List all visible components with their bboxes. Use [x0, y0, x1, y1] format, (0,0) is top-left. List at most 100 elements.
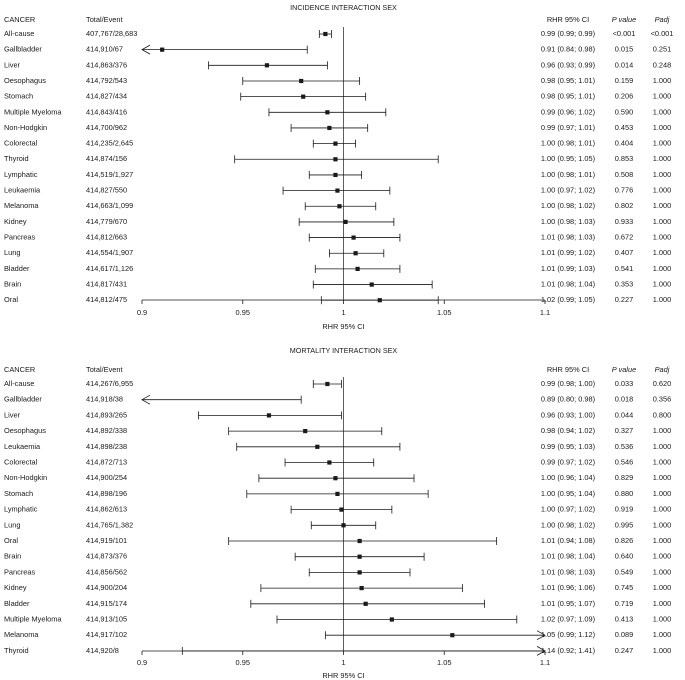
row-padj: 1.000 [653, 154, 672, 163]
row-total-event: 414,235/2,645 [86, 139, 133, 148]
row-p-value: 0.247 [615, 646, 634, 655]
row-padj: 1.000 [653, 248, 672, 257]
row-rhr-ci: 0.91 (0.84; 0.98) [541, 45, 595, 54]
forest-row-thyroid: Thyroid 414,874/156 1.00 (0.95; 1.05) 0.853… [4, 154, 672, 164]
row-p-value: 0.829 [615, 473, 634, 482]
forest-row-melanoma: Melanoma 414,663/1,099 1.00 (0.98; 1.02) 0.… [4, 201, 672, 211]
row-total-event: 414,872/713 [86, 457, 127, 466]
row-total-event: 414,900/254 [86, 473, 127, 482]
point-estimate [353, 251, 358, 256]
row-cancer-label: Gallbladder [4, 45, 42, 54]
row-padj: 1.000 [653, 201, 672, 210]
point-estimate [160, 47, 165, 52]
point-estimate [339, 507, 344, 512]
x-axis: 0.9 0.95 1 1.05 1.1 RHR 95% CI [137, 650, 550, 680]
x-tick-label: 0.95 [236, 308, 250, 317]
row-rhr-ci: 0.96 (0.93; 1.00) [541, 410, 595, 419]
row-total-event: 414,873/376 [86, 552, 127, 561]
point-estimate [363, 601, 368, 606]
row-cancer-label: Leukaemia [4, 186, 41, 195]
row-rhr-ci: 1.01 (0.95; 1.07) [541, 599, 595, 608]
row-padj: 1.000 [653, 552, 672, 561]
row-cancer-label: Kidney [4, 583, 27, 592]
forest-panel-mortality: MORTALITY INTERACTION SEX CANCER Total/Eve… [4, 346, 671, 680]
row-cancer-label: Lymphatic [4, 505, 38, 514]
row-total-event: 414,843/416 [86, 107, 127, 116]
row-total-event: 414,812/663 [86, 233, 127, 242]
row-rhr-ci: 1.00 (0.98; 1.02) [541, 201, 595, 210]
row-rhr-ci: 1.00 (0.98; 1.03) [541, 217, 595, 226]
forest-row-pancreas: Pancreas 414,812/663 1.01 (0.98; 1.03) 0.67… [4, 233, 671, 242]
row-cancer-label: Lung [4, 248, 20, 257]
column-header-total-event: Total/Event [86, 15, 123, 24]
row-rhr-ci: 1.00 (0.97; 1.02) [541, 505, 595, 514]
panel-title: MORTALITY INTERACTION SEX [290, 346, 398, 355]
row-padj: 1.000 [653, 457, 672, 466]
row-rhr-ci: 1.01 (0.98; 1.03) [541, 233, 595, 242]
forest-row-lung: Lung 414,554/1,907 1.01 (0.99; 1.02) 0.407 1… [4, 248, 672, 258]
row-total-event: 414,898/238 [86, 442, 127, 451]
row-p-value: 0.546 [615, 457, 634, 466]
ci-arrow-left [141, 394, 151, 405]
row-total-event: 414,267/6,955 [86, 379, 133, 388]
row-p-value: 0.776 [615, 186, 634, 195]
row-p-value: 0.719 [615, 599, 634, 608]
forest-row-gallbladder: Gallbladder 414,918/38 0.89 (0.80; 0.98) 0.… [4, 395, 671, 405]
row-padj: 1.000 [653, 280, 672, 289]
row-p-value: 0.590 [615, 107, 634, 116]
row-cancer-label: Bladder [4, 599, 30, 608]
forest-row-oesophagus: Oesophagus 414,792/543 0.98 (0.95; 1.01) 0.… [4, 76, 671, 85]
row-p-value: 0.880 [615, 489, 634, 498]
point-estimate [343, 219, 348, 225]
row-p-value: 0.933 [615, 217, 634, 226]
point-estimate [325, 110, 330, 115]
row-p-value: 0.413 [615, 614, 634, 623]
row-rhr-ci: 0.99 (0.96; 1.02) [541, 107, 595, 116]
point-estimate [369, 282, 374, 287]
row-rhr-ci: 0.99 (0.99; 0.99) [541, 29, 595, 38]
row-p-value: 0.327 [615, 426, 634, 435]
forest-row-non-hodgkin: Non-Hodgkin 414,900/254 1.00 (0.96; 1.04) 0… [4, 473, 671, 483]
forest-row-leukaemia: Leukaemia 414,827/550 1.00 (0.97; 1.02) 0.7… [4, 186, 671, 195]
row-cancer-label: Melanoma [4, 201, 39, 210]
forest-row-lymphatic: Lymphatic 414,862/613 1.00 (0.97; 1.02) 0.9… [4, 505, 671, 514]
row-cancer-label: Pancreas [4, 567, 36, 576]
column-header-padj: Padj [655, 365, 670, 374]
panel-title: INCIDENCE INTERACTION SEX [290, 3, 397, 12]
row-padj: 1.000 [653, 614, 672, 623]
forest-row-pancreas: Pancreas 414,856/562 1.01 (0.98; 1.03) 0.54… [4, 567, 672, 577]
row-padj: 1.000 [653, 107, 672, 116]
row-cancer-label: Oral [4, 536, 18, 545]
row-total-event: 414,900/204 [86, 583, 127, 592]
row-total-event: 414,617/1,126 [86, 264, 133, 273]
row-rhr-ci: 0.99 (0.98; 1.00) [541, 379, 595, 388]
row-cancer-label: All-cause [4, 379, 34, 388]
point-estimate [337, 204, 342, 209]
row-rhr-ci: 1.01 (0.96; 1.06) [541, 583, 595, 592]
row-cancer-label: Melanoma [4, 630, 39, 639]
point-estimate [327, 125, 332, 131]
row-total-event: 414,915/174 [86, 599, 127, 608]
row-p-value: 0.407 [615, 248, 634, 257]
row-total-event: 414,765/1,382 [86, 520, 133, 529]
x-tick-label: 1.05 [437, 658, 451, 667]
row-rhr-ci: 1.14 (0.92; 1.41) [541, 646, 595, 655]
row-p-value: 0.826 [615, 536, 634, 545]
row-cancer-label: Thyroid [4, 154, 29, 163]
row-padj: 1.000 [653, 599, 672, 608]
ci-arrow-right [536, 630, 546, 641]
row-total-event: 414,862/613 [86, 505, 127, 514]
forest-row-bladder: Bladder 414,915/174 1.01 (0.95; 1.07) 0.719… [4, 599, 671, 608]
row-padj: 1.000 [653, 567, 672, 576]
row-padj: <0.001 [651, 29, 674, 38]
row-p-value: 0.745 [615, 583, 634, 592]
row-padj: 1.000 [653, 630, 672, 639]
point-estimate [333, 476, 338, 481]
point-estimate [333, 172, 338, 178]
row-rhr-ci: 1.02 (0.99; 1.05) [541, 295, 595, 304]
row-p-value: 0.206 [615, 92, 634, 101]
row-total-event: 414,856/562 [86, 567, 127, 576]
point-estimate [303, 429, 308, 434]
forest-row-lymphatic: Lymphatic 414,519/1,927 1.00 (0.98; 1.01) 0… [4, 170, 671, 179]
row-p-value: 0.089 [615, 630, 634, 639]
